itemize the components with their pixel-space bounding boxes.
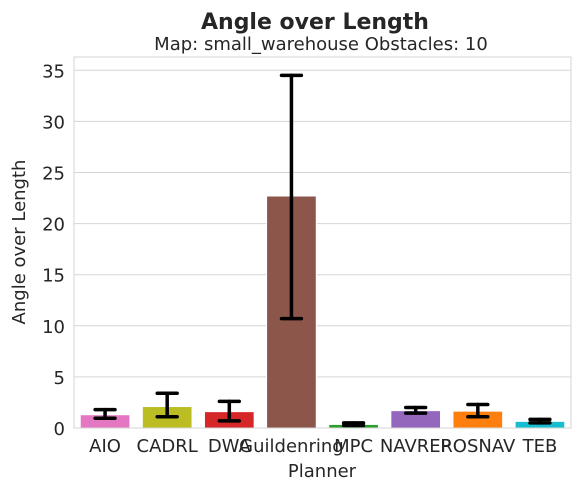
x-tick-label: CADRL	[137, 436, 198, 457]
chart-subtitle: Map: small_warehouse Obstacles: 10	[154, 34, 488, 55]
y-tick-label: 25	[42, 163, 65, 184]
y-tick-label: 20	[42, 215, 65, 236]
x-tick-label: ROSNAV	[440, 436, 516, 457]
y-grid	[74, 69, 571, 429]
y-axis-label: Angle over Length	[9, 160, 30, 325]
bars	[79, 195, 566, 429]
x-tick-label: TEB	[522, 436, 558, 457]
y-tick-label: 5	[54, 368, 65, 389]
y-tick-label: 10	[42, 317, 65, 338]
plot-frame	[73, 56, 572, 429]
y-tick-label: 35	[42, 61, 65, 82]
y-tick-label: 15	[42, 266, 65, 287]
y-tick-label: 0	[54, 419, 65, 440]
y-tick-label: 30	[42, 112, 65, 133]
x-tick-label: Guildenring	[239, 436, 344, 457]
y-tick-labels: 0 5 10 15 20 25 30 35	[42, 61, 65, 440]
x-tick-label: AIO	[89, 436, 121, 457]
x-tick-label: DWA	[208, 436, 252, 457]
error-bars	[93, 73, 552, 428]
x-axis-label: Planner	[288, 461, 357, 482]
chart-title: Angle over Length	[201, 10, 429, 35]
x-tick-label: MPC	[334, 436, 373, 457]
x-tick-label: NAVREP	[380, 436, 452, 457]
